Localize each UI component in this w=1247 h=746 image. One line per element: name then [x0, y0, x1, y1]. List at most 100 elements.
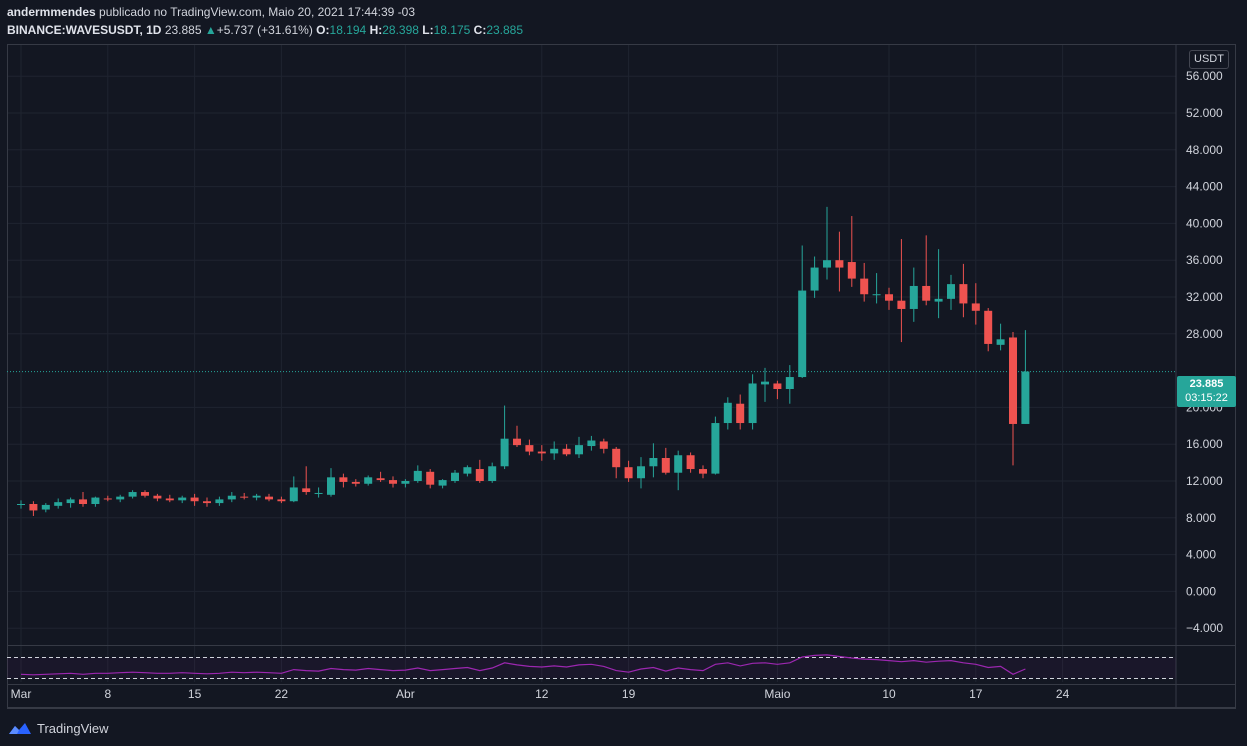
candle: [277, 496, 286, 504]
candle: [971, 283, 980, 325]
x-tick-label: 22: [275, 687, 289, 701]
candle-body: [674, 455, 683, 473]
candle-body: [996, 339, 1005, 345]
candle: [29, 501, 38, 516]
candle: [711, 416, 720, 475]
author-name[interactable]: andermmendes: [7, 5, 96, 19]
candle: [165, 494, 174, 503]
candle: [835, 231, 844, 292]
close-label: C:: [473, 23, 487, 37]
candle: [438, 479, 447, 489]
candle-body: [872, 294, 881, 296]
candle-body: [599, 441, 608, 449]
candle-body: [860, 278, 869, 295]
candle: [624, 460, 633, 482]
y-tick-label: 32.000: [1186, 290, 1223, 304]
candle: [661, 447, 670, 475]
y-tick-label: 52.000: [1186, 106, 1223, 120]
candle: [116, 494, 125, 503]
candle-body: [351, 481, 360, 484]
candle-body: [302, 488, 311, 493]
candle-body: [215, 499, 224, 504]
candle: [376, 471, 385, 482]
candle-body: [959, 284, 968, 304]
candle-body: [252, 495, 261, 498]
y-tick-label: 28.000: [1186, 327, 1223, 341]
candle-body: [785, 377, 794, 389]
y-tick-label: 56.000: [1186, 69, 1223, 83]
candle-body: [823, 260, 831, 268]
candle-body: [289, 487, 298, 502]
candle: [389, 476, 397, 488]
y-tick-label: 48.000: [1186, 143, 1223, 157]
candle-body: [401, 481, 410, 484]
candle: [909, 267, 918, 322]
candle-body: [810, 267, 819, 291]
candle: [872, 273, 881, 304]
candle: [513, 425, 521, 447]
candle: [227, 492, 236, 503]
candle-body: [699, 469, 707, 474]
close-value: 23.885: [486, 23, 524, 37]
candle-body: [885, 294, 893, 301]
candle: [575, 436, 583, 458]
y-axis[interactable]: 56.000 52.000 48.000 44.000 40.000 36.000 32.0…: [1186, 69, 1223, 635]
y-tick-label: 8.000: [1186, 511, 1216, 525]
candle-body: [364, 477, 373, 484]
candle-body: [178, 497, 187, 501]
open-label: O:: [316, 23, 330, 37]
low-value: 18.175: [433, 23, 471, 37]
up-arrow-icon: ▲: [204, 23, 217, 37]
candle: [550, 441, 559, 460]
candle: [178, 495, 187, 504]
ohlc-line: BINANCE:WAVESUSDT, 1D 23.885 ▲+5.737 (+3…: [7, 21, 1237, 39]
candle-body: [488, 466, 497, 481]
candle: [674, 450, 683, 491]
candle: [240, 492, 249, 500]
x-tick-label: 8: [104, 687, 111, 701]
candle: [537, 445, 546, 461]
candle-body: [525, 445, 534, 452]
candle-body: [153, 495, 162, 499]
candle-body: [240, 496, 249, 498]
x-axis[interactable]: Mar 8 15 22 Abr 12 19 Maio 10 17 24: [11, 687, 1070, 701]
current-price-tag: 23.885 03:15:22: [1177, 376, 1236, 407]
candle-body: [103, 498, 112, 500]
current-price-value: 23.885: [1189, 378, 1224, 390]
tradingview-logo[interactable]: TradingView: [7, 718, 109, 738]
y-tick-label: 12.000: [1186, 474, 1223, 488]
candle: [823, 206, 831, 280]
candle-body: [513, 438, 521, 446]
open-value: 18.194: [329, 23, 367, 37]
candle-body: [265, 496, 273, 500]
currency-badge[interactable]: USDT: [1189, 50, 1229, 69]
candle-body: [1021, 371, 1030, 424]
candle-body: [54, 502, 63, 506]
candle: [947, 274, 955, 310]
symbol-label[interactable]: BINANCE:WAVESUSDT, 1D: [7, 23, 162, 37]
candle-body: [661, 458, 670, 473]
candle: [141, 490, 149, 498]
candle: [91, 496, 100, 507]
candle: [810, 256, 819, 298]
candle-body: [190, 497, 199, 502]
candle-body: [711, 423, 720, 474]
x-tick-label: 15: [188, 687, 202, 701]
y-tick-label: 0.000: [1186, 584, 1216, 598]
candle: [885, 287, 893, 310]
candle: [773, 380, 782, 400]
candle-body: [835, 260, 844, 268]
candle-body: [686, 455, 695, 470]
candle-body: [116, 496, 125, 500]
candle-body: [327, 477, 335, 495]
x-tick-label: 19: [622, 687, 636, 701]
candle: [66, 497, 75, 508]
candle-body: [277, 499, 286, 502]
pane-borders: [7, 44, 1236, 709]
candle-body: [141, 492, 149, 496]
candle-body: [587, 440, 596, 447]
candle: [215, 496, 224, 506]
publish-info: publicado no TradingView.com, Maio 20, 2…: [95, 5, 416, 19]
candle-body: [29, 504, 38, 511]
